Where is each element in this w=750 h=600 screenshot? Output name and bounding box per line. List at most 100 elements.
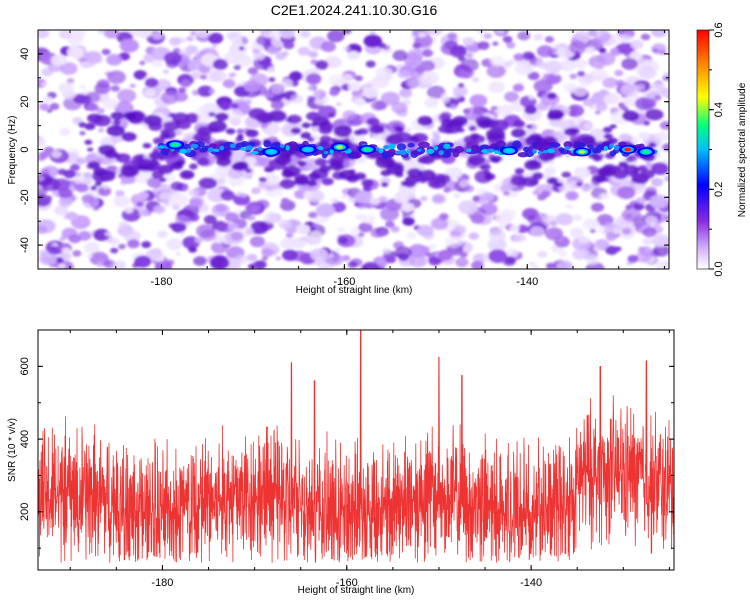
noise-blob <box>58 82 74 94</box>
noise-blob <box>102 98 119 110</box>
band-blob <box>470 145 480 151</box>
noise-blob <box>655 131 669 142</box>
noise-blob <box>190 71 202 80</box>
band-core <box>279 144 285 149</box>
band-core <box>426 148 434 154</box>
noise-blob <box>197 157 210 166</box>
noise-blob <box>119 38 139 53</box>
noise-blob <box>75 171 94 184</box>
noise-blob <box>203 215 217 225</box>
noise-blob <box>253 52 266 61</box>
noise-blob <box>497 225 505 230</box>
noise-blob <box>184 216 192 222</box>
noise-blob <box>341 195 347 200</box>
band-core <box>378 148 384 154</box>
noise-blob <box>280 30 293 36</box>
noise-blob <box>472 196 480 202</box>
noise-blob <box>127 239 140 249</box>
noise-blob <box>377 265 386 269</box>
noise-blob <box>572 86 588 97</box>
band-peak <box>363 147 371 152</box>
band-core <box>443 143 451 149</box>
noise-blob <box>354 98 366 106</box>
noise-blob <box>39 249 49 257</box>
noise-blob <box>356 202 366 209</box>
noise-blob <box>547 160 555 165</box>
noise-blob <box>638 131 650 140</box>
band-blob <box>263 140 271 148</box>
y-tick-label: -20 <box>19 189 31 205</box>
noise-blob <box>406 78 420 88</box>
noise-blob <box>66 78 75 84</box>
noise-blob <box>139 60 146 66</box>
noise-blob <box>468 232 480 240</box>
noise-blob <box>142 143 152 149</box>
band-peak <box>624 147 632 152</box>
noise-blob <box>193 256 207 266</box>
noise-blob <box>281 169 295 178</box>
noise-blob <box>502 190 510 196</box>
noise-blob <box>114 101 134 115</box>
noise-blob <box>346 50 360 60</box>
noise-blob <box>330 198 339 204</box>
band-core <box>245 145 254 151</box>
noise-blob <box>611 166 622 173</box>
noise-blob <box>420 195 428 202</box>
noise-blob <box>329 89 339 96</box>
noise-blob <box>299 30 311 38</box>
band-peak <box>267 150 275 154</box>
band-core <box>388 143 396 150</box>
noise-blob <box>319 92 326 97</box>
noise-blob <box>649 194 669 209</box>
noise-blob <box>496 104 513 117</box>
noise-blob <box>260 123 268 129</box>
noise-blob <box>645 161 652 167</box>
noise-blob <box>476 119 492 129</box>
noise-blob <box>381 182 389 187</box>
noise-blob <box>279 179 296 189</box>
noise-blob <box>70 163 80 171</box>
noise-blob <box>66 46 84 58</box>
noise-blob <box>588 183 595 187</box>
noise-blob <box>144 89 156 97</box>
noise-blob <box>297 160 307 167</box>
noise-blob <box>438 125 451 133</box>
noise-blob <box>620 83 639 97</box>
band-blob <box>396 143 407 151</box>
band-core <box>603 145 609 151</box>
noise-blob <box>198 177 218 190</box>
noise-blob <box>113 260 127 269</box>
noise-blob <box>602 77 618 89</box>
noise-blob <box>110 247 119 254</box>
snr-ticks: -180 -160 -140 200 400 600 <box>19 329 674 589</box>
noise-blob <box>354 191 373 204</box>
noise-blob <box>224 212 239 223</box>
x-tick-label: -140 <box>520 577 542 589</box>
noise-blob <box>153 205 166 214</box>
noise-blob <box>569 40 588 55</box>
x-tick-label: -180 <box>151 577 173 589</box>
noise-blob <box>166 59 179 69</box>
noise-blob <box>70 30 86 39</box>
noise-blob <box>420 246 430 254</box>
noise-blob <box>171 112 190 124</box>
noise-blob <box>488 81 505 93</box>
noise-blob <box>573 59 588 69</box>
noise-blob <box>512 83 525 92</box>
band-core <box>564 146 571 150</box>
noise-blob <box>483 33 493 40</box>
noise-blob <box>75 183 89 193</box>
band-core <box>323 150 329 155</box>
noise-blob <box>160 129 170 135</box>
noise-blob <box>247 263 256 269</box>
y-tick-label: 400 <box>19 430 31 448</box>
noise-blob <box>621 58 638 70</box>
noise-blob <box>267 66 275 73</box>
noise-blob <box>382 248 391 255</box>
snr-panel: -180 -160 -140 200 400 600 Height of straight… <box>7 329 675 596</box>
noise-blob <box>302 191 313 199</box>
noise-blob <box>38 137 46 146</box>
noise-blob <box>527 71 540 81</box>
noise-blob <box>68 234 82 244</box>
noise-blob <box>247 214 256 221</box>
